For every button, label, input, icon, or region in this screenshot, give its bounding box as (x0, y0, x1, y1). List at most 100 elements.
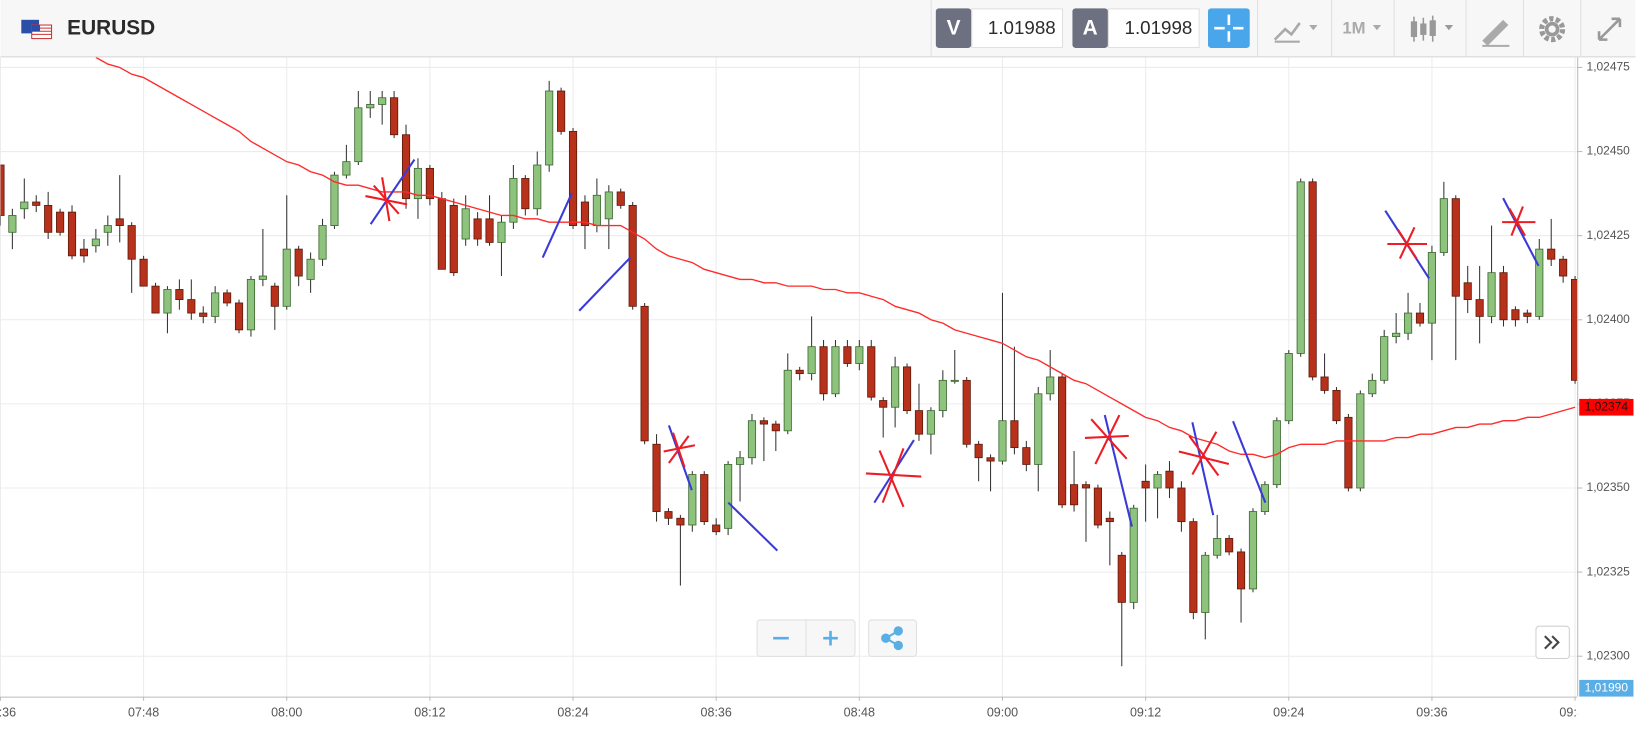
candle-body (604, 191, 613, 220)
sell-label: V (947, 17, 961, 40)
candle-body (819, 346, 828, 395)
x-tick-label: 09:24 (1273, 706, 1304, 720)
candle-body (1046, 376, 1055, 395)
candle-body (652, 443, 661, 512)
candle-body (1523, 312, 1532, 317)
candle-body (783, 369, 792, 432)
candle-body (294, 248, 303, 277)
cross-marks (365, 177, 1536, 508)
candle-body (879, 400, 888, 408)
toolbar: EURUSD V 1.01988 A 1.01998 1M (0, 0, 1636, 58)
share-button[interactable] (868, 619, 918, 657)
candle-body (378, 97, 387, 105)
buy-price-box (1107, 8, 1200, 48)
candle-body (1189, 521, 1198, 613)
candle-body (1081, 484, 1091, 489)
candle-body (187, 299, 196, 314)
candle-body (700, 474, 709, 523)
candle-body (1069, 484, 1079, 506)
settings-button[interactable] (1539, 16, 1566, 43)
candle-body (282, 248, 291, 307)
candle-body (509, 178, 518, 223)
candle-body (67, 211, 77, 257)
crosshair-button[interactable] (1208, 8, 1250, 48)
candle-body (1117, 554, 1126, 603)
sell-button[interactable] (935, 8, 972, 48)
candle-body (1439, 198, 1448, 253)
x-tick-label: 08:48 (844, 706, 875, 720)
x-tick-label: 08:00 (271, 706, 302, 720)
candle-body (759, 420, 768, 425)
candle-body (747, 420, 757, 459)
candle-body (366, 104, 375, 109)
candle-body (1308, 181, 1317, 378)
candle-body (628, 204, 637, 307)
candle-body (1010, 420, 1019, 449)
candle-body (199, 312, 208, 317)
candle-body (1105, 517, 1114, 523)
scroll-end-button[interactable] (1535, 625, 1570, 660)
y-tick-label: 1,02450 (1587, 144, 1631, 158)
timeframe-caret (1372, 25, 1382, 31)
candle-body (616, 191, 625, 206)
candle-body (1034, 393, 1043, 465)
candle-body (950, 379, 959, 382)
candle-body (175, 289, 184, 301)
time-axis: 07:36 07:48 08:00 08:12 08:24 08:36 08:48 09:00… (0, 696, 1591, 720)
candle-body (1571, 278, 1578, 381)
candle-body (592, 194, 601, 226)
price-marker (1579, 679, 1634, 697)
candle-body (342, 161, 351, 176)
candle-body (1058, 376, 1067, 506)
y-tick-label: 1,02325 (1587, 564, 1631, 578)
axis-corner (1577, 696, 1636, 731)
candle-body (1153, 474, 1162, 489)
candle-body (44, 204, 53, 233)
price-marker-label: 1,02374 (1585, 399, 1629, 413)
candle-body (986, 457, 995, 462)
buy-button[interactable] (1072, 8, 1108, 48)
candle-body (1284, 353, 1293, 422)
price-marker-label: 1,01990 (1585, 680, 1629, 694)
candle-body (1559, 258, 1568, 277)
candle-body (867, 346, 876, 398)
chart-style-button[interactable] (1273, 22, 1318, 43)
candle-body (724, 464, 733, 529)
plot-area (0, 57, 1578, 667)
candle-body (1535, 248, 1544, 317)
candle-body (91, 238, 100, 247)
x-tick-label: 07:36 (0, 706, 16, 720)
x-tick-label: 08:24 (557, 706, 588, 720)
candle-body (485, 218, 494, 243)
candle-body (258, 275, 267, 280)
fullscreen-button[interactable] (1597, 17, 1622, 41)
candle-body (962, 379, 971, 445)
candle-body (735, 457, 745, 465)
draw-tool-button[interactable] (1482, 19, 1510, 47)
candle-body (306, 258, 315, 280)
candle-body (926, 410, 935, 435)
candle-type-button[interactable] (1410, 15, 1454, 42)
candle-body (1236, 551, 1246, 590)
candle-body (1392, 332, 1401, 338)
candle-body (1511, 309, 1520, 321)
candle-body (974, 443, 983, 459)
candle-body (1547, 248, 1556, 260)
candle-body (1403, 312, 1413, 334)
candle-body (521, 178, 530, 210)
candle-body (1141, 480, 1150, 489)
timeframe-button[interactable]: 1M (1342, 19, 1365, 38)
candle-body (270, 285, 279, 307)
candle-body (151, 285, 160, 314)
candle-body (568, 130, 578, 226)
drawings (365, 158, 1540, 552)
buy-price: 1.01998 (1125, 17, 1193, 38)
candle-body (1260, 484, 1269, 512)
time-axis-panel (0, 696, 1578, 731)
moving-average-line (95, 57, 1576, 459)
zoom-controls (756, 619, 1570, 660)
candle-body (771, 423, 780, 432)
